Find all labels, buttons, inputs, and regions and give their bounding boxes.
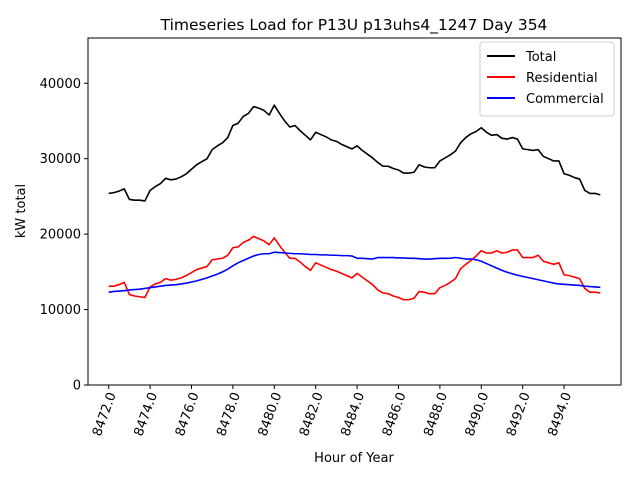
y-axis-label: kW total — [14, 184, 29, 238]
legend-label-commercial: Commercial — [526, 92, 604, 107]
x-tick-label: 8492.0 — [504, 390, 534, 438]
chart-title: Timeseries Load for P13U p13uhs4_1247 Da… — [160, 16, 548, 35]
x-tick-label: 8474.0 — [131, 390, 161, 438]
y-axis: 0 10000 20000 30000 40000 — [40, 77, 88, 394]
x-tick-label: 8488.0 — [421, 390, 451, 438]
legend: Total Residential Commercial — [479, 41, 615, 117]
plot-frame — [87, 37, 622, 386]
legend-label-residential: Residential — [526, 71, 598, 86]
x-tick-label: 8484.0 — [338, 390, 368, 438]
series-line-commercial — [108, 251, 601, 294]
x-tick-label: 8482.0 — [297, 390, 327, 438]
y-tick-label: 30000 — [40, 152, 81, 167]
y-tick-label: 10000 — [40, 303, 81, 318]
x-tick-label: 8478.0 — [214, 390, 244, 438]
x-tick-label: 8486.0 — [380, 390, 410, 438]
x-tick-label: 8494.0 — [545, 390, 575, 438]
x-axis: 8472.0 8474.0 8476.0 8478.0 8480.0 8482.0 8484… — [90, 385, 575, 438]
x-tick-label: 8472.0 — [90, 390, 120, 438]
legend-label-total: Total — [525, 50, 556, 65]
y-tick-label: 0 — [73, 379, 81, 394]
series-layer — [108, 104, 601, 301]
y-tick-label: 20000 — [40, 228, 81, 243]
x-axis-label: Hour of Year — [314, 451, 394, 466]
y-tick-label: 40000 — [40, 77, 81, 92]
series-line-residential — [108, 235, 601, 301]
series-line-total — [108, 104, 601, 202]
x-tick-label: 8490.0 — [463, 390, 493, 438]
x-tick-label: 8476.0 — [173, 390, 203, 438]
x-tick-label: 8480.0 — [256, 390, 286, 438]
